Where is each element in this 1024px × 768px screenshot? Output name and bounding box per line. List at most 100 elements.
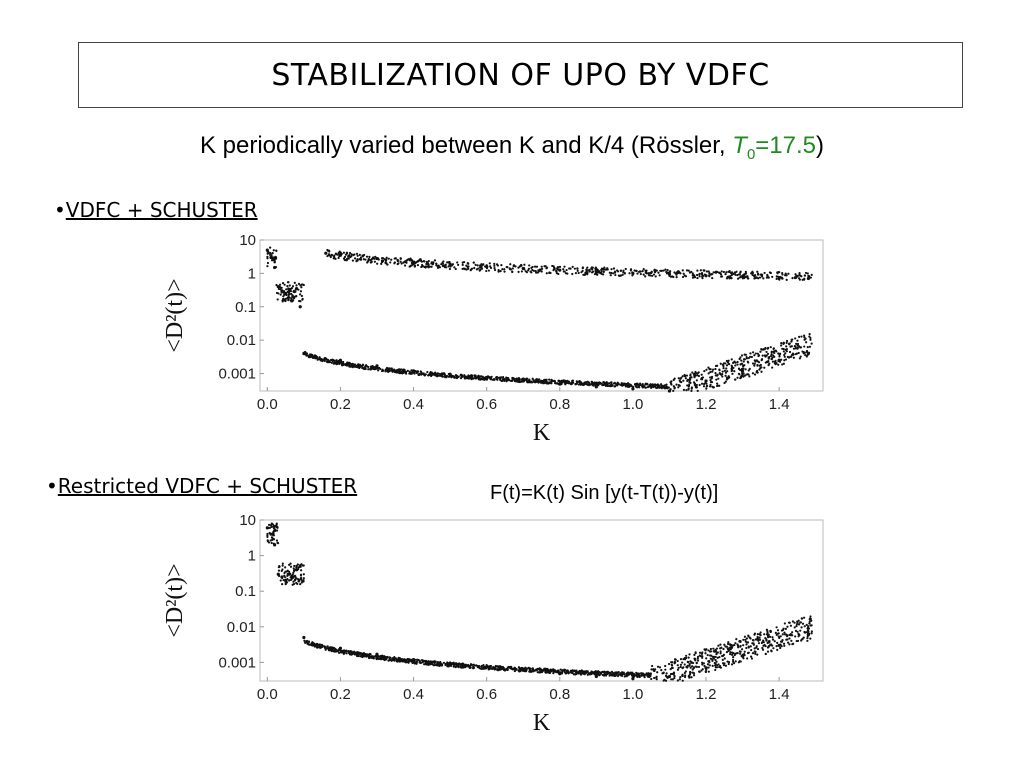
data-point [742,364,745,367]
data-point [355,653,358,656]
data-point [393,656,396,659]
data-point [552,269,555,272]
x-tick-label: 0.8 [549,686,570,703]
data-point [359,257,362,260]
data-point [670,678,673,681]
data-point [598,381,601,384]
data-point [785,278,788,282]
data-point [657,383,660,386]
data-point [407,658,410,661]
data-point [804,271,808,275]
data-point [672,672,676,675]
data-point [432,261,435,265]
data-point [673,387,676,390]
data-point [749,352,752,355]
data-point [356,259,359,262]
data-point [478,376,481,379]
data-point [374,367,377,370]
data-point [708,274,711,277]
data-point [609,274,612,277]
data-point [770,357,773,361]
data-point [500,667,503,671]
data-point [779,640,783,643]
data-point [734,642,737,645]
data-point [274,255,277,258]
data-point [529,380,532,383]
data-point [791,277,794,280]
data-point [746,360,749,363]
data-point [448,663,452,666]
data-point [790,639,793,642]
data-point [765,350,768,354]
data-point [444,263,447,267]
data-point [747,373,750,376]
data-point [530,271,533,274]
data-point [721,375,724,378]
data-point [758,636,761,639]
data-point [586,670,589,673]
data-point [559,668,562,671]
data-point [806,639,809,642]
data-point [696,657,699,660]
data-point [677,386,680,389]
data-point [725,271,728,274]
y-tick-label: 0.1 [235,299,256,316]
data-point [404,260,407,264]
data-point [773,640,776,643]
data-point [430,373,433,376]
data-point [372,367,375,371]
data-point [331,646,334,649]
data-point [489,665,492,668]
x-tick-label: 0.4 [403,686,424,703]
data-point [571,272,574,276]
data-point [293,574,297,577]
data-point [756,270,759,273]
data-point [770,351,773,354]
data-point [769,354,773,358]
data-point [612,672,615,675]
data-point [800,617,803,620]
data-point [743,374,747,377]
data-point [807,351,811,354]
data-point [266,257,269,260]
data-point [719,643,722,646]
data-point [709,647,713,651]
data-point [333,361,336,364]
data-point [469,665,472,669]
data-point [430,262,433,265]
data-point [532,269,535,272]
data-point [709,368,712,371]
data-point [410,371,413,375]
data-point [461,267,464,271]
data-point [602,383,605,386]
data-point [350,365,354,368]
data-point [731,658,735,661]
data-point [450,662,454,665]
data-point [298,305,302,309]
data-point [330,361,333,364]
data-point [685,654,688,657]
data-point [279,287,282,291]
data-point [590,670,593,673]
data-point [274,257,277,260]
data-point [755,646,758,649]
data-point [627,385,631,388]
data-point [667,271,670,274]
data-point [754,352,757,355]
data-point [282,291,285,294]
data-point [779,643,782,646]
data-point [737,372,741,375]
data-point [715,660,718,663]
data-point [448,661,452,664]
data-point [301,564,305,567]
data-point [367,654,371,657]
data-point [540,265,543,268]
data-point [698,670,701,674]
data-point [760,275,764,278]
data-point [610,268,613,271]
data-point [709,376,712,379]
data-point [327,253,330,257]
data-point [739,270,742,273]
data-point [396,368,399,372]
data-point [664,387,667,390]
